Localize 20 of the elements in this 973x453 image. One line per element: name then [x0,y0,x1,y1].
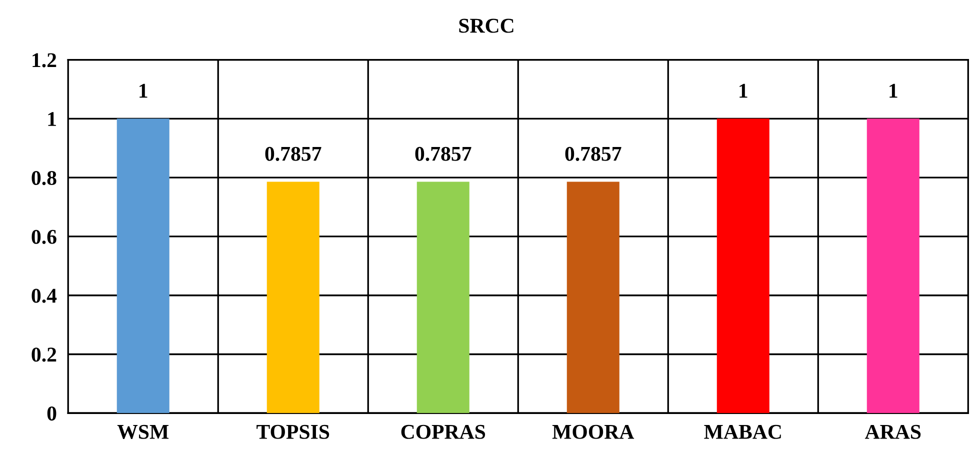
y-tick-label: 0 [47,406,56,421]
data-label: 0.7857 [415,146,472,161]
chart-title: SRCC [459,18,514,33]
x-tick-label: WSM [117,424,169,440]
x-tick-label: COPRAS [401,424,486,439]
data-label: 1 [890,84,898,98]
data-label: 0.7857 [565,146,622,161]
x-tick-label: TOPSIS [256,424,330,439]
y-tick-label: 1 [48,112,56,126]
y-tick-label: 0.2 [32,348,56,362]
data-label: 1 [740,84,748,98]
x-tick-label: ARAS [864,424,921,439]
y-tick-label: 0.6 [32,230,56,244]
y-tick-label: 1.2 [32,53,56,68]
data-label: 0.7857 [265,146,322,161]
y-tick-label: 0.4 [32,288,57,303]
data-label: 1 [140,84,148,98]
y-tick-label: 0.8 [32,170,56,186]
x-tick-label: MABAC [704,424,781,439]
x-tick-label: MOORA [552,424,634,439]
